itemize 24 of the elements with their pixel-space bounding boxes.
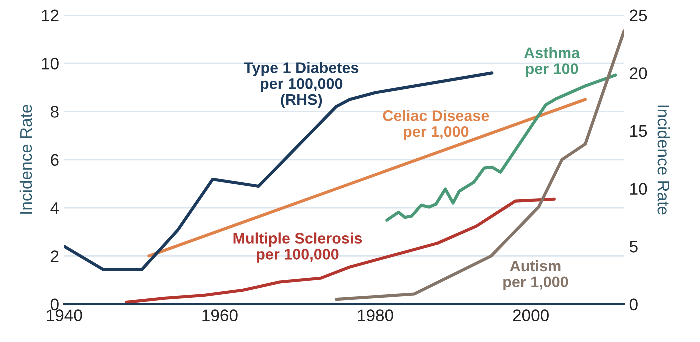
series-label: Type 1 Diabetes per 100,000 (RHS) <box>244 62 359 108</box>
y-tick-label: 0 <box>50 298 59 311</box>
y-tick-label: 8 <box>50 106 59 118</box>
y2-axis-title: Incidence Rate <box>658 106 670 215</box>
y2-tick-label: 0 <box>630 298 638 311</box>
series-label: Asthma per 100 <box>524 47 580 78</box>
x-tick-label: 1960 <box>202 310 238 322</box>
y-tick-label: 4 <box>50 202 60 214</box>
y2-tick-label: 5 <box>630 241 638 253</box>
x-tick-label: 1940 <box>47 310 82 322</box>
x-tick-label: 2000 <box>513 310 549 322</box>
y-tick-label: 6 <box>51 154 59 166</box>
y2-tick-label: 15 <box>630 126 648 138</box>
y-tick-label: 2 <box>51 250 59 262</box>
series-label: Autism per 1,000 <box>504 260 568 291</box>
series-label: Celiac Disease per 1,000 <box>383 110 490 140</box>
x-tick-label: 1980 <box>358 310 394 322</box>
y-tick-label: 10 <box>42 58 59 70</box>
y2-tick-label: 10 <box>630 183 648 195</box>
series-label: Multiple Sclerosis per 100,000 <box>234 232 362 263</box>
y-axis-title: Incidence Rate <box>20 105 32 214</box>
y2-tick-label: 20 <box>630 68 648 80</box>
y-tick-label: 12 <box>42 10 59 22</box>
y2-tick-label: 25 <box>630 10 648 22</box>
